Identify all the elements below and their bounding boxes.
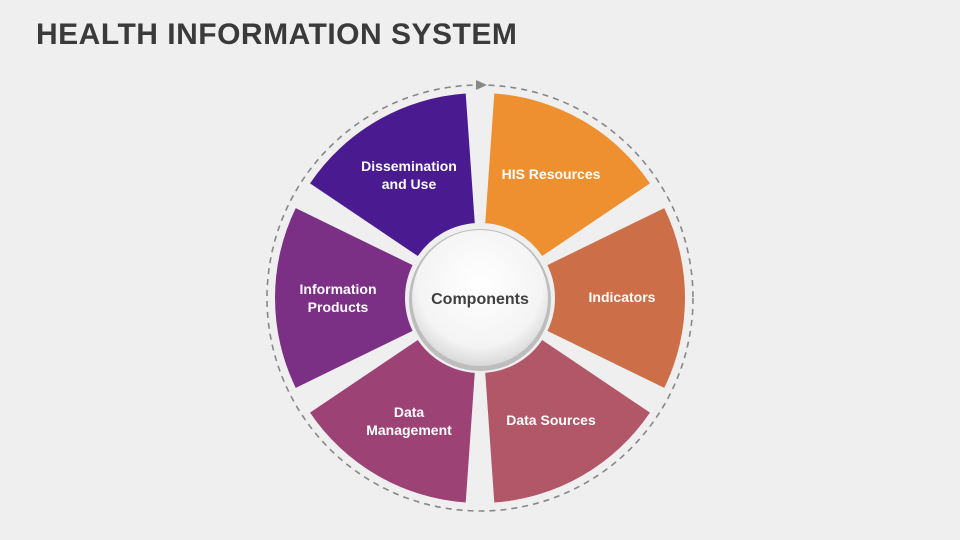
- wheel-svg: Components HIS Resources Indicators Data So…: [245, 63, 715, 533]
- components-wheel-chart: Components HIS Resources Indicators Data So…: [245, 63, 715, 533]
- center-label: Components: [431, 291, 529, 308]
- slide: HEALTH INFORMATION SYSTEM Components HIS …: [0, 0, 960, 540]
- page-title: HEALTH INFORMATION SYSTEM: [36, 18, 517, 52]
- segment-label-1: Indicators: [589, 289, 656, 305]
- segment-label-2: Data Sources: [506, 412, 596, 428]
- segment-label-0: HIS Resources: [502, 166, 601, 182]
